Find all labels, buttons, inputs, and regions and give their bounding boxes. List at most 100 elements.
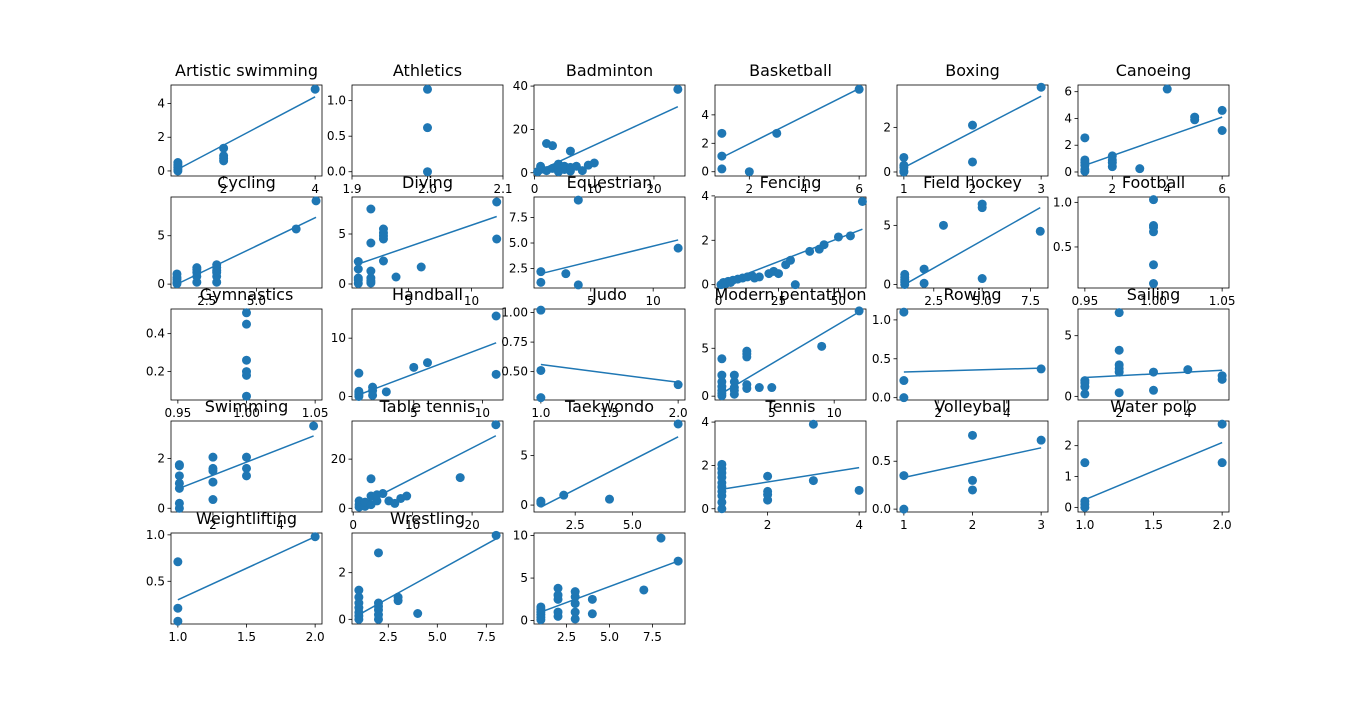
subplot-20: Table tennis 0 10 20 0 20 [331,397,504,532]
data-point [919,264,929,274]
y-tick-label: 0.0 [872,502,891,516]
data-point [402,491,412,501]
subplot-title: Gymnastics [200,285,294,304]
x-tick-label: 5.0 [623,518,642,532]
y-tick-label: 0 [157,501,165,515]
data-point [570,607,580,617]
x-tick-label: 50 [831,294,846,308]
y-tick-label: 5 [520,449,528,463]
subplot-15: Judo 1.0 1.5 2.0 0.50 0.75 1.00 [501,285,687,420]
data-point [353,264,363,274]
data-point [492,234,502,244]
data-point [172,269,182,279]
y-tick-label: 2 [157,451,165,465]
subplot-12: Football 0.95 1.00 1.05 0.5 1.0 [1053,173,1236,308]
subplot-2: Athletics 1.9 2.0 2.1 0.0 0.5 1.0 [327,61,513,196]
data-point [717,354,727,364]
data-point [390,498,400,508]
data-point [354,585,364,595]
data-point [605,494,614,504]
data-point [754,272,764,282]
data-point [729,370,739,380]
data-point [378,489,388,499]
x-tick-label: 7.5 [643,630,662,644]
regression-line [540,560,679,613]
data-point [717,377,727,387]
subplot-23: Volleyball 1 2 3 0.0 0.5 [872,397,1049,532]
data-point [242,391,251,401]
subplot-24: Water polo 1.0 1.5 2.0 0 1 2 [1064,397,1231,532]
data-point [173,557,183,567]
data-point [536,277,546,287]
data-point [173,603,183,613]
y-tick-label: 0 [520,498,528,512]
x-tick-label: 3 [1037,182,1045,196]
x-tick-label: 1.5 [237,630,256,644]
subplot-19: Swimming 2 4 0 2 [157,397,323,532]
data-point [774,269,784,279]
y-tick-label: 0.5 [872,352,891,366]
subplot-title: Equestrian [567,173,653,192]
data-point [1217,458,1227,468]
x-tick-label: 10 [587,182,602,196]
data-point [587,594,597,604]
data-point [573,280,583,290]
x-tick-label: 4 [311,182,319,196]
data-point [717,504,727,514]
data-point [366,474,376,484]
y-tick-label: 0 [1064,165,1072,179]
y-tick-label: 2 [701,136,709,150]
x-tick-label: 10 [646,294,661,308]
x-tick-label: 25 [771,294,786,308]
y-tick-label: 0 [520,166,528,180]
subplot-title: Canoeing [1116,61,1192,80]
data-point [368,382,378,392]
y-tick-label: 1.0 [146,528,165,542]
subplot-title: Modern pentathlon [714,285,866,304]
x-tick-label: 2 [934,406,942,420]
data-point [491,311,501,321]
y-tick-label: 40 [513,79,528,93]
y-tick-label: 0 [338,612,346,626]
x-tick-label: 5.0 [600,630,619,644]
regression-line [358,342,497,396]
data-point [548,141,558,151]
regression-line [177,536,316,601]
y-tick-label: 0 [157,164,165,178]
regression-line [721,87,860,159]
x-tick-label: 5.0 [247,294,266,308]
x-tick-label: 5 [768,406,776,420]
data-point [1114,345,1124,355]
y-tick-label: 4 [157,97,165,111]
x-tick-label: 2 [220,182,228,196]
data-point [561,269,571,279]
y-tick-label: 0.0 [327,165,346,179]
subplot-title: Football [1122,173,1185,192]
axes-frame [533,196,686,289]
subplot-title: Basketball [749,61,832,80]
data-point [763,486,773,496]
data-point [819,240,829,250]
subplot-5: Boxing 1 2 3 0 2 [883,61,1049,196]
data-point [174,460,184,470]
x-tick-label: 10 [405,518,420,532]
y-tick-label: 5 [520,571,528,585]
y-tick-label: 4 [701,189,709,203]
data-point [491,420,501,430]
x-tick-label: 0.95 [1072,294,1099,308]
x-tick-label: 2.5 [924,294,943,308]
data-point [353,257,363,266]
axes-frame [170,532,323,625]
data-point [174,478,184,488]
data-point [219,151,229,161]
subplot-title: Taekwondo [564,397,654,416]
subplot-21: Taekwondo 2.5 5.0 0 5 [520,397,686,532]
subplot-18: Sailing 2 4 0 5 [1064,285,1230,420]
regression-line [721,311,860,394]
data-point [899,504,909,514]
x-tick-label: 4 [800,182,808,196]
data-point [1080,389,1090,399]
x-tick-label: 3 [1037,518,1045,532]
axes-frame [170,196,323,289]
subplot-title: Judo [591,285,627,304]
